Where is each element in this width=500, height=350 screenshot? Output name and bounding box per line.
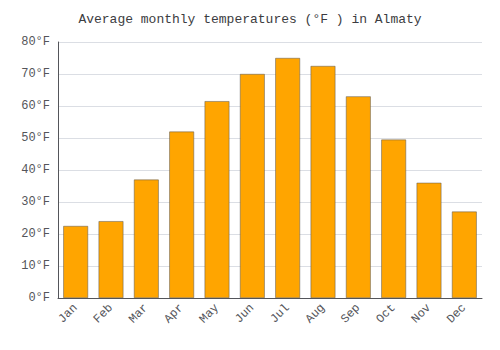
svg-text:Feb: Feb — [91, 301, 116, 326]
svg-text:80°F: 80°F — [21, 35, 50, 49]
svg-text:10°F: 10°F — [21, 259, 50, 273]
svg-text:Mar: Mar — [126, 301, 151, 326]
svg-text:Jan: Jan — [55, 301, 80, 326]
svg-text:Jul: Jul — [267, 301, 292, 326]
svg-text:0°F: 0°F — [28, 291, 50, 305]
svg-text:Nov: Nov — [409, 301, 434, 326]
svg-text:Apr: Apr — [161, 301, 186, 326]
svg-text:May: May — [197, 301, 222, 326]
svg-text:Dec: Dec — [444, 301, 469, 326]
svg-text:Jun: Jun — [232, 301, 257, 326]
svg-text:20°F: 20°F — [21, 227, 50, 241]
svg-text:Aug: Aug — [303, 301, 328, 326]
svg-text:Sep: Sep — [338, 301, 363, 326]
svg-text:70°F: 70°F — [21, 67, 50, 81]
svg-text:50°F: 50°F — [21, 131, 50, 145]
svg-text:Average monthly temperatures (: Average monthly temperatures (°F ) in Al… — [78, 12, 421, 27]
svg-text:60°F: 60°F — [21, 99, 50, 113]
svg-text:Oct: Oct — [373, 301, 398, 326]
svg-text:30°F: 30°F — [21, 195, 50, 209]
svg-text:40°F: 40°F — [21, 163, 50, 177]
